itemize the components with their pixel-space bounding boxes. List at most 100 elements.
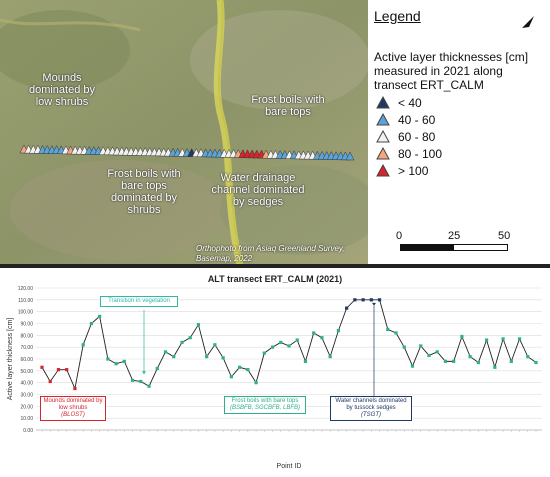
data-point [270,345,275,349]
data-point [81,343,85,347]
data-point [295,338,299,342]
data-point [369,298,373,302]
data-point [114,362,118,366]
chart-title: ALT transect ERT_CALM (2021) [207,274,343,284]
data-point [213,343,217,347]
annotation-mounds-text: Mounds dominated by low shrubs [43,398,103,411]
scale-label-mid: 25 [448,230,461,242]
data-point [238,365,242,369]
data-point [122,359,126,363]
map-background [0,0,368,266]
data-point [188,336,192,340]
data-point [493,365,497,369]
data-point [254,381,258,385]
scale-label-zero: 0 [396,230,403,242]
y-tick-label: 20.00 [20,404,33,410]
water-channel-arrow-head [372,302,376,306]
y-tick-label: 30.00 [20,393,33,399]
data-point [279,340,283,345]
data-point [48,379,52,384]
data-point [106,357,110,361]
data-point [196,323,201,327]
annotation-mounds: Mounds dominated by low shrubs (BLOST) [40,396,106,421]
data-point [221,356,225,360]
y-tick-label: 40.00 [20,381,33,387]
annotation-frost-boils-code: (BSBFB, SGCBFB, LBFB) [229,405,300,411]
legend-label-60-80: 60 - 80 [398,130,436,144]
data-point [287,344,291,348]
scale-bar-graphic [400,244,508,251]
north-arrow-icon [522,16,534,28]
data-point [460,334,464,339]
data-point [246,368,250,372]
data-point [262,351,266,355]
legend-label-40-60: 40 - 60 [398,113,436,127]
data-point [147,384,151,388]
legend-label-lt40: < 40 [398,96,422,110]
data-point [336,329,340,333]
annotation-transition-text: Transition in vegetation [108,298,170,304]
data-point [386,327,390,332]
data-point [353,298,357,302]
data-point [419,344,423,348]
scale-bar: 0 25 50 m [396,230,510,254]
annotation-mounds-code: (BLOST) [61,412,85,418]
y-tick-label: 120.00 [18,286,34,292]
transition-arrow-head [142,371,146,375]
alt-line-chart: 120.00 110.00 100.00 90.00 80.00 70.00 60.00 50… [7,286,542,470]
data-point [180,340,184,345]
legend-swatch-60-80 [376,130,390,143]
data-point [40,365,44,369]
data-point [130,378,135,382]
map-caption: Orthophoto from Asiaq Greenland Survey, … [196,244,345,263]
legend-panel: Legend Active layer thicknesses [cm] mea… [370,0,550,266]
data-point [485,338,489,342]
panel-separator [0,264,550,268]
series-line [41,299,537,391]
data-point [468,355,472,359]
data-point [402,345,406,349]
data-point [155,366,159,371]
annotation-water-channels-text: Water channels dominated by tussock sedg… [335,398,407,411]
data-point [427,353,431,358]
data-point [163,350,168,354]
y-tick-label: 10.00 [20,416,33,422]
annotation-frost-boils: Frost boils with bare tops (BSBFB, SGCBF… [224,396,306,414]
legend-swatch-lt40 [376,96,390,109]
map-label-mounds: Mounds dominated by low shrubs [28,72,96,108]
data-point [73,386,77,391]
legend-title: Legend [374,8,421,24]
x-axis-title: Point ID [277,463,302,470]
alt-chart-panel: ALT transect ERT_CALM (2021) 120.00 110.0… [0,268,550,477]
map-label-frost-boils-bare: Frost boils with bare tops [251,94,325,118]
data-point [509,359,513,363]
annotation-water-channels-code: (TSGT) [361,412,381,418]
y-tick-label: 70.00 [20,345,33,351]
map-label-frost-boils-shrubs: Frost boils with bare tops dominated by … [107,168,181,216]
annotation-transition-vegetation: Transition in vegetation [100,296,178,307]
data-point [98,314,102,318]
annotation-frost-boils-text: Frost boils with bare tops [231,398,299,404]
transect-triangles [19,144,355,161]
data-point [229,375,233,379]
data-point [534,360,538,365]
y-tick-label: 0.00 [23,428,33,434]
data-point [56,368,61,372]
map-label-water-drainage: Water drainage channel dominated by sedg… [211,172,305,208]
data-point [443,359,448,363]
data-point [139,379,143,384]
data-point [435,350,439,354]
data-point [312,331,316,335]
y-tick-label: 90.00 [20,322,33,328]
data-point [452,359,456,363]
legend-swatch-80-100 [376,147,390,160]
data-point [65,368,69,372]
transect-triangle [345,151,355,161]
legend-subtitle: Active layer thicknesses [cm] measured i… [374,50,529,92]
legend-swatch-40-60 [376,113,390,126]
data-point [172,355,176,359]
y-tick-label: 60.00 [20,357,33,363]
data-point [410,364,415,368]
annotation-water-channels: Water channels dominated by tussock sedg… [330,396,412,421]
y-tick-label: 80.00 [20,333,33,339]
